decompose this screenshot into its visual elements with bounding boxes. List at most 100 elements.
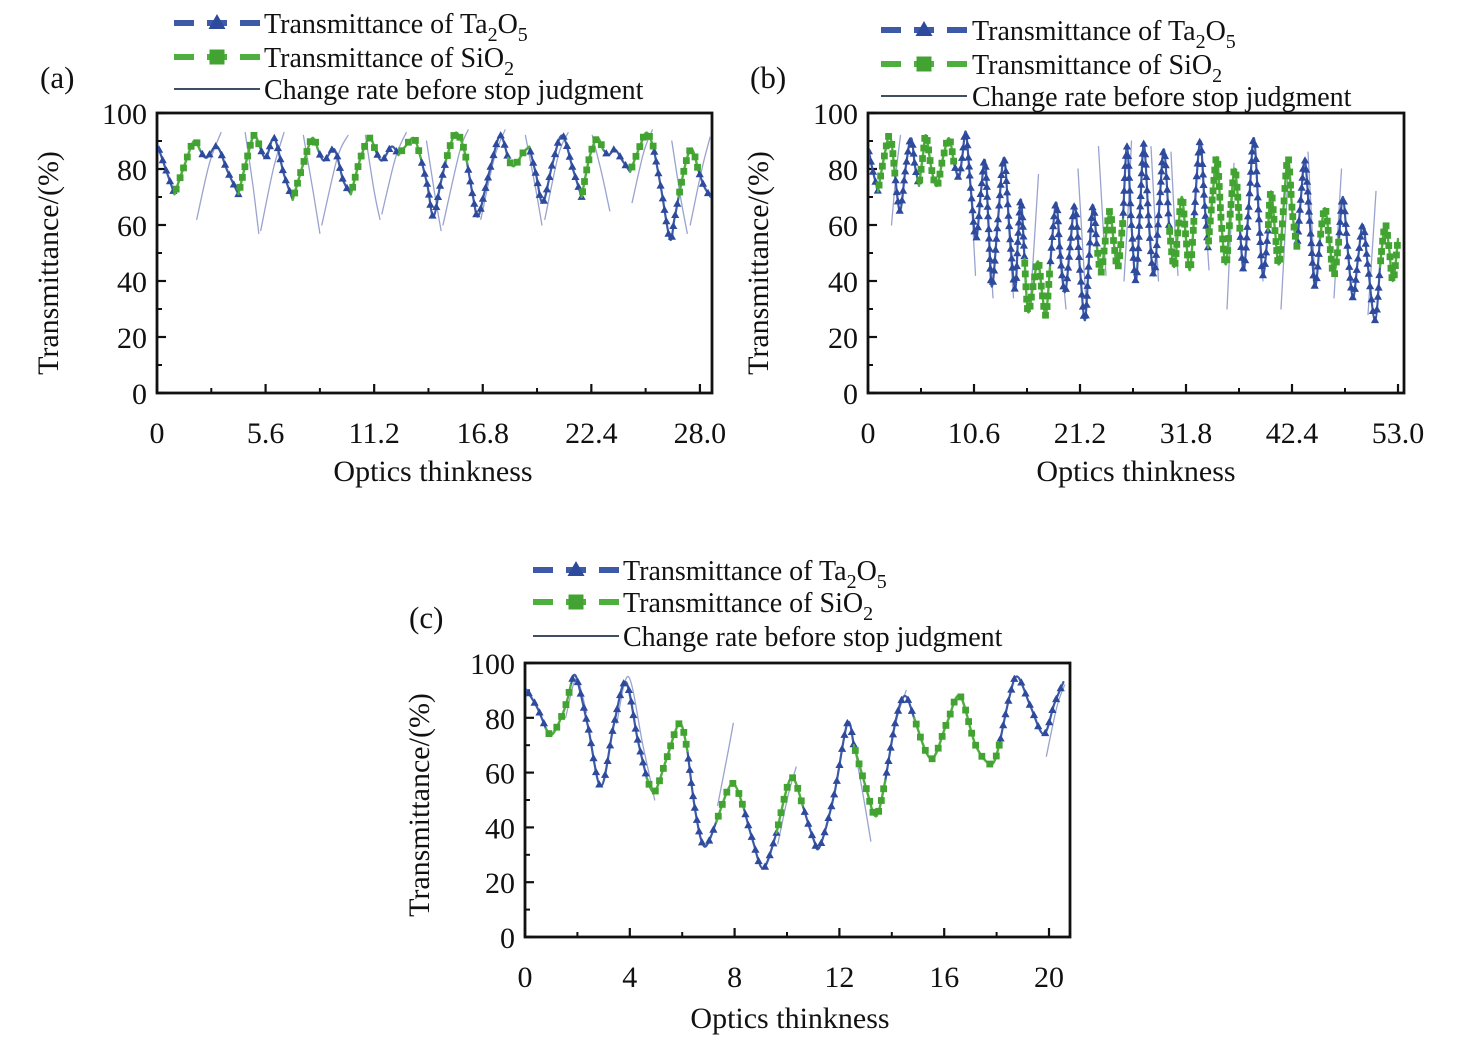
y-tick-label: 0 [132, 378, 147, 411]
square-marker [1288, 203, 1296, 211]
triangle-marker [1350, 284, 1359, 292]
triangle-marker [695, 827, 704, 835]
square-marker [1175, 219, 1183, 227]
panel-c-y-axis-title: Transmittance/(%) [403, 693, 436, 917]
triangle-marker [985, 234, 994, 242]
square-marker [1218, 224, 1226, 232]
square-marker [694, 163, 701, 171]
square-marker [1227, 201, 1235, 208]
triangle-marker [1007, 685, 1016, 693]
square-marker [1216, 204, 1224, 212]
square-marker [250, 132, 258, 139]
square-marker [656, 777, 663, 785]
square-marker [349, 183, 357, 191]
triangle-marker [1015, 208, 1024, 216]
square-marker [1205, 237, 1212, 245]
square-marker [1099, 258, 1107, 266]
triangle-marker [1242, 233, 1251, 241]
triangle-marker [1076, 277, 1086, 285]
square-marker [938, 159, 946, 167]
triangle-marker [1355, 243, 1364, 251]
triangle-marker [869, 167, 878, 175]
square-marker [1289, 213, 1297, 220]
triangle-marker [616, 690, 625, 699]
triangle-marker [912, 167, 921, 175]
triangle-marker [432, 202, 441, 210]
triangle-marker [539, 719, 548, 727]
triangle-marker [891, 175, 900, 184]
square-marker [1271, 227, 1279, 234]
sio2-curve [172, 131, 701, 201]
square-marker [1031, 273, 1038, 281]
square-marker [1179, 199, 1187, 206]
square-marker [875, 807, 883, 815]
square-marker [1023, 295, 1031, 303]
legend-label: Transmittance of Ta2O5 [972, 16, 1236, 53]
triangle-marker [751, 845, 760, 853]
square-marker [1045, 281, 1053, 288]
triangle-marker [1251, 154, 1260, 162]
square-marker [1187, 261, 1195, 269]
triangle-marker [658, 194, 667, 202]
square-marker [1390, 271, 1398, 279]
triangle-marker [747, 832, 756, 840]
triangle-marker [1136, 202, 1145, 210]
square-marker [238, 174, 246, 181]
triangle-marker [1162, 172, 1171, 180]
square-marker [1172, 250, 1180, 257]
legend-triangle-marker [567, 561, 585, 576]
triangle-marker [988, 277, 998, 285]
triangle-marker [1163, 185, 1172, 193]
triangle-marker [769, 839, 778, 847]
square-marker [682, 740, 690, 748]
square-marker [1182, 230, 1189, 238]
legend-label: Change rate before stop judgment [972, 82, 1352, 113]
triangle-marker [1048, 705, 1057, 713]
legend-label: Change rate before stop judgment [623, 622, 1003, 653]
square-marker [241, 163, 249, 171]
triangle-marker [1041, 728, 1050, 737]
triangle-marker [198, 149, 207, 158]
square-marker [1215, 173, 1223, 180]
square-marker [1184, 251, 1191, 259]
triangle-marker [849, 739, 858, 748]
change-rate-segment [671, 140, 688, 235]
triangle-marker [1305, 216, 1314, 224]
triangle-marker [1137, 169, 1146, 177]
triangle-marker [1160, 151, 1170, 160]
triangle-marker [539, 196, 548, 204]
square-marker [1266, 191, 1274, 198]
square-marker [675, 720, 683, 728]
plot-frame [523, 661, 1072, 939]
square-marker [968, 729, 976, 737]
square-marker [1327, 255, 1335, 263]
square-marker [1225, 222, 1233, 230]
triangle-marker [886, 743, 895, 751]
triangle-marker [1021, 689, 1030, 697]
triangle-marker [265, 142, 274, 150]
square-marker [723, 788, 731, 796]
curve-segment [912, 694, 1001, 766]
square-marker [460, 143, 467, 151]
triangle-marker [641, 769, 650, 777]
square-marker [628, 163, 636, 171]
triangle-marker [959, 143, 968, 151]
square-marker [917, 733, 924, 741]
triangle-marker [965, 171, 974, 179]
triangle-marker [1373, 292, 1382, 300]
panel-a-letter: (a) [40, 60, 74, 95]
triangle-marker [1004, 211, 1013, 219]
square-marker [936, 170, 944, 178]
legend-row-ta2o5: Transmittance of Ta2O5 [174, 9, 528, 46]
triangle-marker [1073, 222, 1082, 230]
triangle-marker [1199, 180, 1208, 188]
square-marker [1223, 256, 1231, 264]
triangle-marker [1344, 251, 1353, 260]
curve-segment [852, 744, 887, 818]
triangle-marker [1362, 249, 1371, 257]
square-marker [1234, 193, 1242, 201]
triangle-marker [993, 224, 1002, 232]
square-marker [506, 159, 514, 167]
triangle-marker [1085, 238, 1095, 246]
square-marker [255, 140, 263, 148]
